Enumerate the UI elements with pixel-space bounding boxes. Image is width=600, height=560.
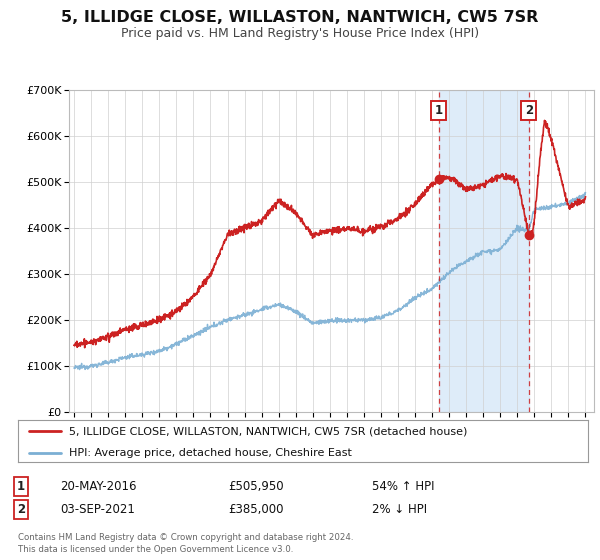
Text: Price paid vs. HM Land Registry's House Price Index (HPI): Price paid vs. HM Land Registry's House … (121, 27, 479, 40)
Text: Contains HM Land Registry data © Crown copyright and database right 2024.
This d: Contains HM Land Registry data © Crown c… (18, 533, 353, 554)
Text: 2% ↓ HPI: 2% ↓ HPI (372, 503, 427, 516)
Bar (439, 90, 529, 412)
Text: 1: 1 (434, 104, 443, 117)
Text: 1: 1 (17, 479, 25, 493)
Text: 5, ILLIDGE CLOSE, WILLASTON, NANTWICH, CW5 7SR: 5, ILLIDGE CLOSE, WILLASTON, NANTWICH, C… (61, 10, 539, 25)
Text: 2: 2 (524, 104, 533, 117)
Text: £385,000: £385,000 (228, 503, 284, 516)
Text: HPI: Average price, detached house, Cheshire East: HPI: Average price, detached house, Ches… (70, 448, 352, 458)
Text: 2: 2 (17, 503, 25, 516)
Text: 20-MAY-2016: 20-MAY-2016 (60, 479, 137, 493)
Text: 54% ↑ HPI: 54% ↑ HPI (372, 479, 434, 493)
Text: £505,950: £505,950 (228, 479, 284, 493)
Text: 03-SEP-2021: 03-SEP-2021 (60, 503, 135, 516)
Text: 5, ILLIDGE CLOSE, WILLASTON, NANTWICH, CW5 7SR (detached house): 5, ILLIDGE CLOSE, WILLASTON, NANTWICH, C… (70, 426, 467, 436)
